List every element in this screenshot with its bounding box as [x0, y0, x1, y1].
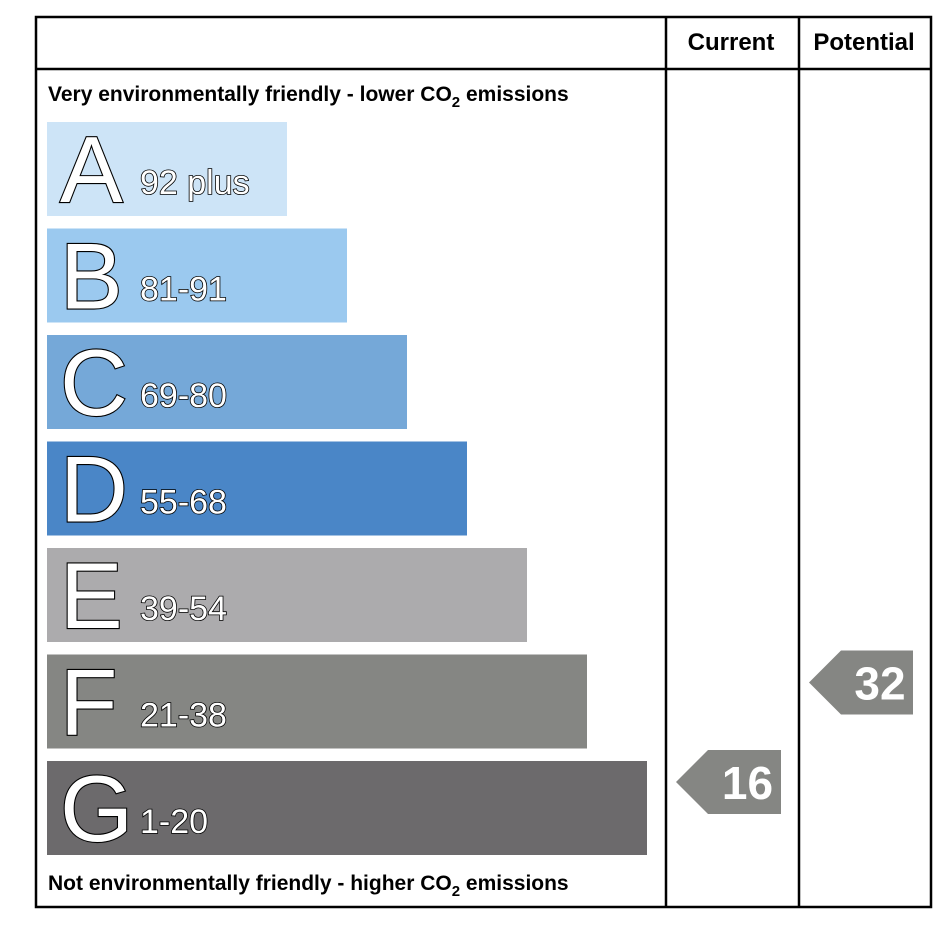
current-column-header: Current: [688, 29, 775, 56]
band-b: B 81-91: [47, 222, 347, 330]
band-e-range: 39-54: [140, 590, 227, 628]
potential-rating-value: 32: [854, 658, 905, 710]
potential-rating-arrow-shape: [809, 650, 913, 715]
band-d-bar: [47, 441, 467, 536]
band-g-range: 1-20: [140, 803, 208, 841]
band-f-letter: F: [60, 650, 117, 755]
band-a-bar: [47, 122, 287, 216]
band-c-letter: C: [60, 330, 128, 435]
current-rating-arrow-shape: [676, 750, 781, 814]
band-a-letter: A: [60, 117, 123, 222]
band-g: G 1-20: [47, 755, 647, 862]
bottom-note-text: Not environmentally friendly - higher CO: [48, 872, 452, 895]
band-d-letter: D: [60, 437, 128, 542]
band-e-letter: E: [60, 543, 123, 648]
bottom-note-subscript: 2: [452, 883, 460, 900]
band-c-bar: [47, 335, 407, 429]
band-a: A 92 plus: [47, 116, 287, 223]
bottom-note: Not environmentally friendly - higher CO…: [48, 872, 569, 900]
band-c: C 69-80: [47, 329, 407, 436]
potential-rating-arrow: 32: [809, 650, 913, 715]
top-note-tail: emissions: [460, 83, 569, 106]
bottom-note-tail: emissions: [460, 872, 569, 895]
band-e-bar: [47, 548, 527, 642]
band-g-letter: G: [60, 756, 133, 861]
top-note-subscript: 2: [452, 94, 460, 111]
current-rating-value: 16: [722, 757, 773, 809]
top-note-text: Very environmentally friendly - lower CO: [48, 83, 452, 106]
band-e: E 39-54: [47, 542, 527, 649]
band-c-range: 69-80: [140, 377, 227, 415]
band-f-bar: [47, 654, 587, 749]
current-rating-arrow: 16: [676, 750, 781, 814]
band-d: D 55-68: [47, 435, 467, 543]
band-g-bar: [47, 761, 647, 855]
band-f-range: 21-38: [140, 697, 227, 735]
band-a-range: 92 plus: [140, 164, 250, 202]
top-note: Very environmentally friendly - lower CO…: [48, 83, 569, 111]
band-f: F 21-38: [47, 648, 587, 756]
band-b-bar: [47, 228, 347, 323]
potential-column-header: Potential: [813, 29, 914, 56]
band-d-range: 55-68: [140, 484, 227, 522]
band-b-range: 81-91: [140, 271, 227, 309]
band-b-letter: B: [60, 224, 123, 329]
